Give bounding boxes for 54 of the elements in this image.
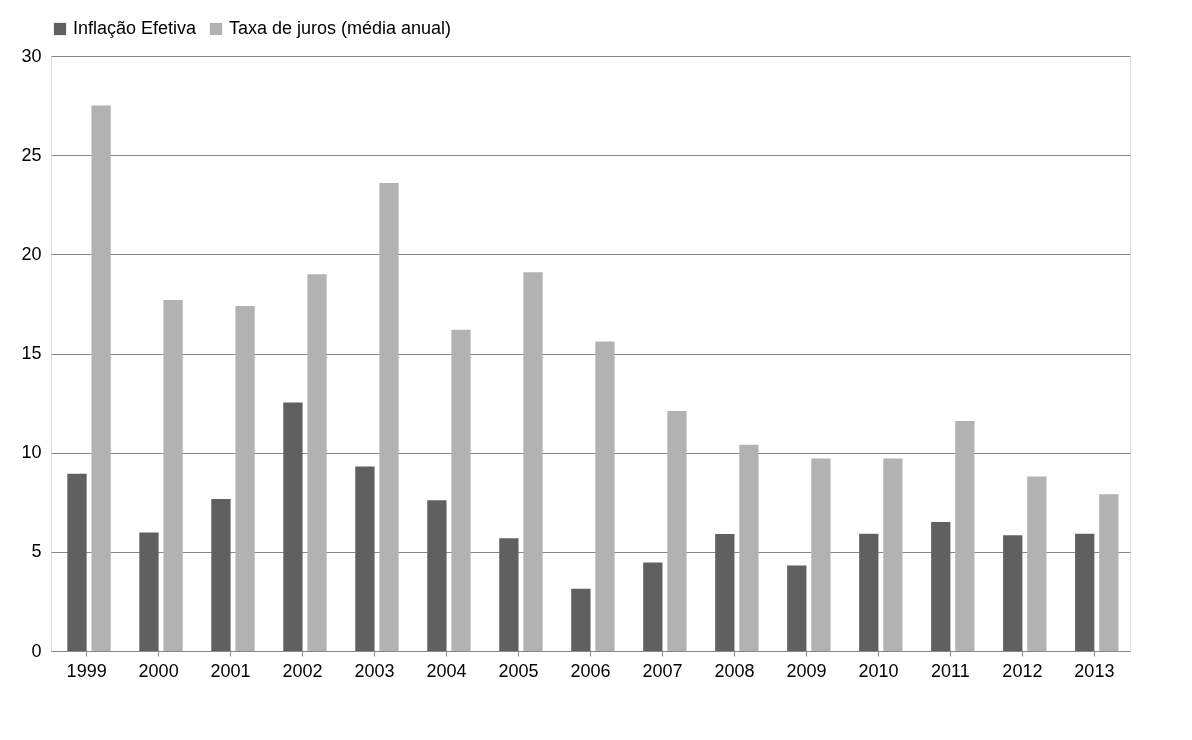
x-tick-label: 1999 [66, 660, 107, 681]
bar [427, 500, 447, 651]
y-tick-label: 15 [21, 343, 42, 363]
bar [1075, 533, 1095, 651]
y-tick-label: 0 [31, 640, 42, 661]
y-tick-label: 20 [21, 243, 42, 264]
bar [307, 274, 327, 651]
x-tick-label: 2006 [570, 660, 611, 681]
bar [739, 444, 759, 651]
legend-label: Inflação Efetiva [73, 18, 198, 38]
x-tick-label: 2001 [210, 660, 251, 681]
bar [787, 565, 807, 651]
bar [643, 562, 663, 651]
bar [211, 498, 231, 651]
x-tick-label: 2010 [858, 660, 899, 681]
bar [931, 522, 951, 651]
bar [955, 420, 975, 651]
bar [523, 272, 543, 651]
bar [571, 588, 591, 651]
bar [451, 329, 471, 651]
bar [379, 182, 399, 651]
bar [1027, 476, 1047, 651]
bar [883, 458, 903, 651]
bar [1003, 535, 1023, 651]
bar [235, 305, 255, 651]
bar [91, 105, 111, 651]
bar [283, 402, 303, 651]
x-tick-label: 2003 [354, 660, 395, 681]
x-tick-label: 2007 [642, 660, 683, 681]
x-tick-label: 2009 [786, 660, 827, 681]
x-tick-label: 2012 [1002, 660, 1043, 681]
bar [811, 458, 831, 651]
x-tick-label: 2008 [714, 660, 755, 681]
bar [163, 299, 183, 651]
bar [139, 532, 159, 651]
bar [499, 538, 519, 651]
bar [67, 473, 87, 651]
bar [715, 533, 735, 651]
x-tick-label: 2002 [282, 660, 323, 681]
bar [667, 411, 687, 651]
x-tick-label: 2013 [1074, 660, 1115, 681]
x-tick-label: 2004 [426, 660, 467, 681]
x-tick-label: 2005 [498, 660, 539, 681]
legend-label: Taxa de juros (média anual) [229, 18, 452, 38]
bar [859, 533, 879, 651]
y-tick-label: 25 [21, 144, 42, 165]
y-tick-label: 5 [31, 541, 42, 562]
bar [1099, 494, 1119, 651]
y-tick-label: 30 [21, 45, 42, 66]
y-tick-label: 10 [21, 442, 42, 463]
x-tick-label: 2011 [931, 660, 970, 681]
bar [595, 341, 615, 651]
x-tick-label: 2000 [138, 660, 179, 681]
bar [355, 466, 375, 651]
